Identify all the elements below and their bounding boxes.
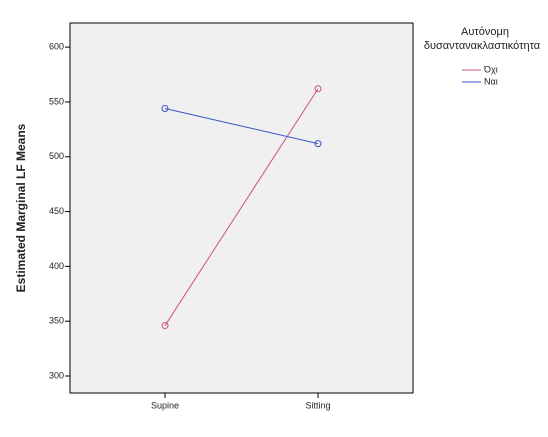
legend-label: Όχι — [483, 64, 498, 74]
y-tick-label: 500 — [49, 151, 64, 161]
legend-title: δυσαντανακλαστικότητα — [424, 40, 541, 52]
point-marker — [161, 105, 169, 113]
legend-title: Αυτόνομη — [461, 26, 509, 38]
y-tick-label: 550 — [49, 96, 64, 106]
y-axis-title: Estimated Marginal LF Means — [14, 123, 28, 292]
series-line — [164, 88, 319, 326]
y-tick-label: 600 — [49, 41, 64, 51]
y-tick-label: 350 — [49, 316, 64, 326]
point-marker — [314, 140, 322, 148]
point-marker — [314, 85, 322, 93]
x-tick-label: Sitting — [305, 400, 330, 410]
legend-label: Ναι — [484, 76, 498, 86]
y-tick-label: 400 — [49, 261, 64, 271]
point-marker — [161, 322, 169, 330]
y-tick-label: 300 — [49, 370, 64, 380]
series-line — [164, 108, 319, 145]
y-tick-label: 450 — [49, 206, 64, 216]
x-tick-label: Supine — [151, 400, 179, 410]
